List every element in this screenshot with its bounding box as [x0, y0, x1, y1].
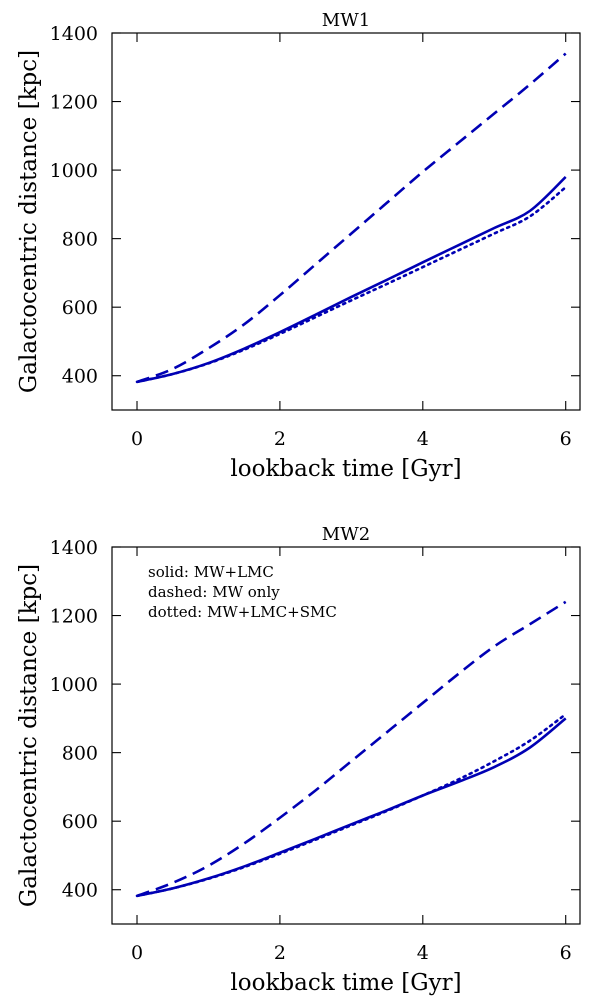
x-tick-label: 4 — [417, 428, 429, 450]
x-axis-title: lookback time [Gyr] — [230, 456, 461, 482]
y-tick-label: 400 — [62, 880, 98, 902]
y-tick-label: 400 — [62, 366, 98, 388]
y-tick-label: 1400 — [50, 537, 98, 559]
y-tick-label: 600 — [62, 811, 98, 833]
plot-frame — [111, 32, 581, 411]
series-line-solid — [136, 176, 567, 384]
y-tick-label: 1400 — [50, 23, 98, 45]
plot-frame — [111, 546, 581, 925]
x-tick-label: 6 — [560, 428, 572, 450]
series-line-dotted — [135, 185, 568, 384]
x-tick-label: 4 — [417, 942, 429, 964]
y-axis-title: Galactocentric distance [kpc] — [16, 564, 42, 907]
y-tick-label: 1200 — [50, 606, 98, 628]
x-axis-title: lookback time [Gyr] — [230, 970, 461, 996]
series-line-dashed — [136, 600, 567, 898]
panel-mw2: 0 2 4 6 400 600 800 1000 1200 1400 MW2 lookback tim… — [16, 524, 581, 996]
panel-mw1: 0 2 4 6 400 600 800 1000 1200 1400 MW1 lookback tim… — [16, 10, 581, 482]
series-group — [135, 600, 568, 898]
x-tick-label: 6 — [560, 942, 572, 964]
legend-note: dotted: MW+LMC+SMC — [148, 603, 337, 621]
x-tick-label: 2 — [274, 942, 286, 964]
y-tick-label: 1200 — [50, 92, 98, 114]
x-tick-label: 0 — [131, 942, 143, 964]
y-tick-label: 1000 — [50, 674, 98, 696]
legend-note: solid: MW+LMC — [148, 563, 274, 581]
series-group — [135, 52, 568, 384]
y-tick-label: 1000 — [50, 160, 98, 182]
y-tick-label: 800 — [62, 229, 98, 251]
y-axis-title: Galactocentric distance [kpc] — [16, 50, 42, 393]
x-tick-label: 0 — [131, 428, 143, 450]
series-line-dashed — [136, 52, 567, 384]
legend-note: dashed: MW only — [148, 583, 280, 601]
series-line-dotted — [135, 712, 568, 898]
y-tick-label: 600 — [62, 297, 98, 319]
panel-title: MW2 — [322, 524, 370, 545]
panel-title: MW1 — [322, 10, 370, 31]
y-tick-label: 800 — [62, 743, 98, 765]
x-tick-label: 2 — [274, 428, 286, 450]
